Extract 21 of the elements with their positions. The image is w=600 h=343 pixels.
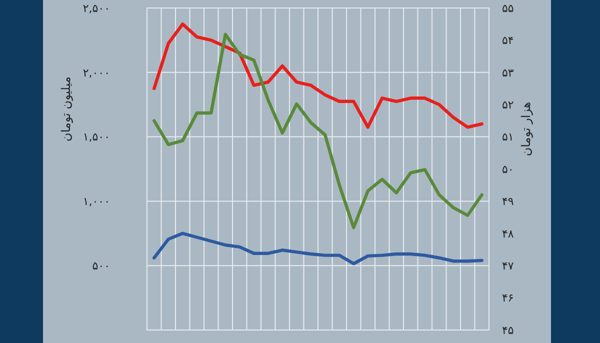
y-tick-label: ۲,۵۰۰ xyxy=(82,2,110,15)
y2-tick-label: ۵۴ xyxy=(502,34,514,48)
y2-tick-label: ۵۲ xyxy=(502,98,514,112)
y-tick-label: ۱,۰۰۰ xyxy=(82,195,110,208)
y2-tick-label: ۴۶ xyxy=(502,292,514,305)
y2-tick-label: ۵۱ xyxy=(502,130,514,144)
y2-tick-label: ۴۷ xyxy=(502,259,514,272)
y2-tick-label: ۴۹ xyxy=(502,195,514,208)
line-series xyxy=(152,32,484,230)
y2-tick-label: ۵۰ xyxy=(502,162,514,176)
y2-tick-label: ۴۸ xyxy=(502,227,514,240)
y2-axis-title: هزار تومان xyxy=(519,102,533,156)
y-tick-label: ۱,۵۰۰ xyxy=(82,130,110,144)
line-series xyxy=(152,22,484,129)
y2-tick-label: ۵۵ xyxy=(502,2,514,15)
y2-tick-label: ۴۵ xyxy=(502,324,514,337)
line-series xyxy=(152,232,484,266)
y2-tick-label: ۵۳ xyxy=(502,66,514,80)
y-axis-title: میلیون تومان xyxy=(59,76,73,142)
y-tick-label: ۵۰۰ xyxy=(92,259,110,272)
y-tick-label: ۲,۰۰۰ xyxy=(82,66,110,80)
